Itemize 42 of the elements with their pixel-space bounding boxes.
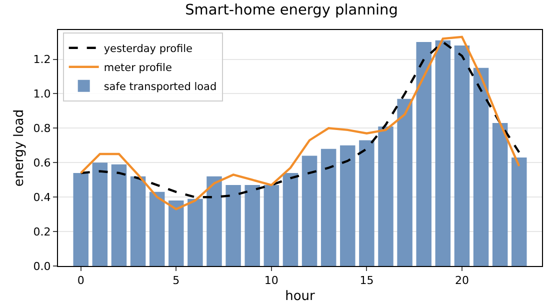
y-tick-label: 0.2 bbox=[33, 225, 51, 238]
y-tick-label: 0.8 bbox=[33, 122, 51, 136]
bar bbox=[130, 176, 146, 266]
chart-title: Smart-home energy planning bbox=[185, 2, 398, 19]
bar bbox=[416, 42, 432, 266]
y-tick-label: 1.0 bbox=[33, 88, 51, 101]
bar bbox=[454, 46, 470, 266]
bar bbox=[340, 145, 356, 266]
legend-label: meter profile bbox=[104, 62, 172, 74]
bar bbox=[168, 200, 184, 266]
bar bbox=[378, 126, 394, 266]
bar bbox=[320, 148, 336, 266]
x-tick-label: 15 bbox=[360, 274, 374, 288]
bar bbox=[92, 162, 108, 266]
x-tick-label: 5 bbox=[172, 274, 180, 288]
bar bbox=[149, 192, 165, 266]
bar bbox=[302, 156, 318, 266]
bar bbox=[206, 176, 222, 266]
bar bbox=[188, 198, 203, 266]
bar bbox=[492, 123, 508, 266]
bar bbox=[244, 185, 260, 266]
y-tick-label: 1.2 bbox=[33, 53, 51, 66]
x-tick-label: 10 bbox=[264, 274, 278, 288]
bar bbox=[226, 185, 241, 266]
bar bbox=[359, 140, 374, 266]
bar bbox=[512, 157, 527, 266]
bar bbox=[282, 172, 298, 266]
y-tick-label: 0.4 bbox=[33, 190, 51, 204]
y-tick-label: 0.6 bbox=[33, 156, 51, 170]
bar bbox=[264, 185, 280, 266]
bar bbox=[73, 172, 88, 266]
y-axis-title: energy load bbox=[12, 109, 28, 187]
bar bbox=[397, 98, 412, 266]
x-tick-label: 0 bbox=[77, 274, 84, 288]
bar bbox=[435, 40, 451, 266]
bar bbox=[473, 68, 489, 266]
legend-label: safe transported load bbox=[104, 80, 217, 93]
bar bbox=[111, 164, 127, 266]
x-axis-title: hour bbox=[285, 288, 316, 304]
legend-label: yesterday profile bbox=[104, 42, 193, 55]
x-tick-label: 20 bbox=[454, 274, 469, 288]
y-tick-label: 0.0 bbox=[33, 260, 51, 273]
